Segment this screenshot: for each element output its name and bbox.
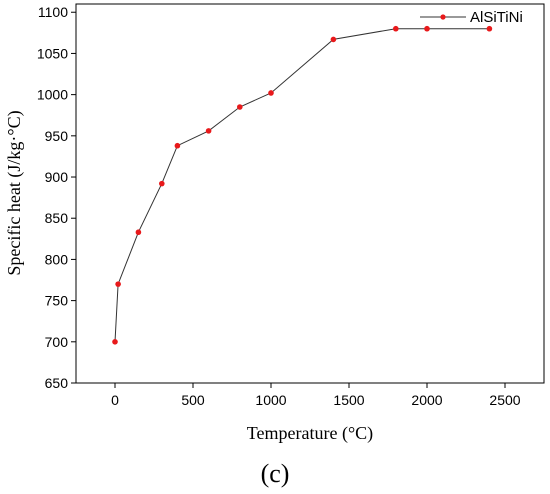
data-point: [205, 128, 212, 134]
y-tick-label: 850: [45, 210, 69, 226]
data-point: [174, 142, 181, 149]
legend-entry: AlSiTiNi: [470, 9, 523, 26]
x-tick-label: 500: [181, 392, 205, 408]
data-point: [330, 36, 337, 43]
data-point: [115, 281, 121, 287]
data-point: [237, 104, 243, 110]
legend-marker: [440, 14, 446, 20]
y-axis-title: Specific heat (J/kg·°C): [4, 110, 25, 275]
data-point: [268, 90, 274, 96]
panel-label: (c): [261, 459, 290, 488]
x-tick-label: 2000: [411, 392, 442, 408]
data-point: [135, 229, 142, 236]
x-tick-label: 2500: [489, 392, 520, 408]
data-point: [159, 180, 165, 187]
y-tick-label: 700: [45, 334, 69, 350]
y-tick-label: 800: [45, 251, 69, 267]
data-point: [424, 25, 430, 32]
y-tick-label: 1050: [37, 45, 68, 61]
series-layer: [112, 25, 493, 345]
data-point: [112, 339, 118, 345]
series-line: [114, 28, 490, 342]
y-tick-label: 750: [45, 293, 69, 309]
data-point: [486, 25, 493, 32]
y-tick-label: 1100: [38, 4, 68, 20]
x-axis-title: Temperature (°C): [247, 423, 373, 444]
y-tick-label: 950: [45, 128, 69, 144]
x-tick-label: 1000: [255, 392, 286, 408]
x-tick-label: 1500: [333, 392, 364, 408]
axis-ticks: [71, 11, 506, 388]
x-tick-label: 0: [111, 392, 119, 408]
y-tick-label: 1000: [37, 87, 68, 103]
legend: AlSiTiNi: [420, 9, 523, 26]
plot-frame: [75, 3, 545, 384]
y-tick-label: 650: [45, 375, 69, 391]
data-point: [393, 25, 399, 32]
tick-labels: 0 500 1000 1500 2000 2500 650 700 750 800 850 900 95…: [37, 4, 521, 408]
y-tick-label: 900: [45, 169, 69, 185]
